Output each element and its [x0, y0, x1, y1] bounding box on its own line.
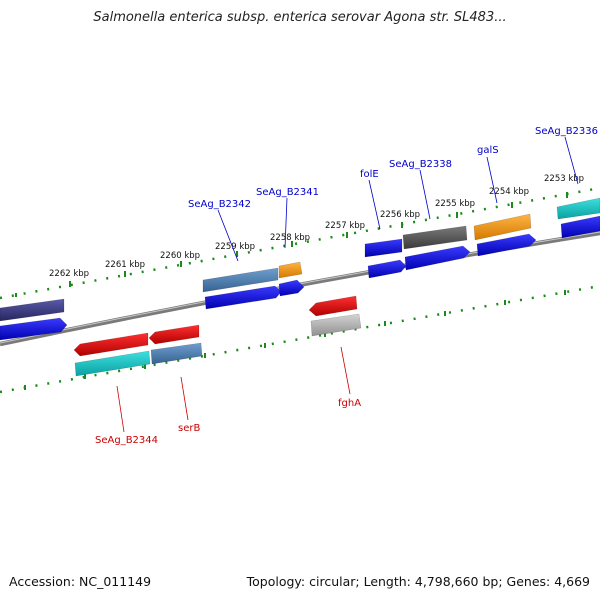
gene-orange-galS[interactable] — [473, 213, 532, 241]
cds-arrow-3[interactable] — [278, 279, 305, 297]
gene-darkgray-SeAg_B2338[interactable] — [402, 225, 468, 250]
topology-text: Topology: circular; Length: 4,798,660 bp… — [246, 574, 590, 589]
plus-strand-genes — [0, 197, 600, 322]
outer-major-ticks — [15, 192, 568, 297]
tick-label-2260: 2260 kbp — [160, 251, 200, 261]
tick-label-2258: 2258 kbp — [270, 233, 310, 243]
cds-arrow-SeAg_B2336[interactable] — [560, 215, 600, 239]
cds-arrow-1[interactable] — [0, 317, 68, 341]
label-leaders-minus — [116, 346, 351, 433]
label-leaders-plus — [217, 136, 579, 262]
tick-label-2262: 2262 kbp — [49, 269, 89, 279]
label-serB[interactable]: serB — [178, 423, 200, 434]
tick-label-2259: 2259 kbp — [215, 242, 255, 252]
cds-arrow-galS[interactable] — [476, 233, 537, 257]
cds-arrow-SeAg_B2338[interactable] — [404, 245, 471, 271]
label-folE[interactable]: folE — [360, 169, 379, 180]
tick-label-2256: 2256 kbp — [380, 210, 420, 220]
gene-steel-SeAg_B2342[interactable] — [202, 267, 279, 293]
gene-blue-folE-top[interactable] — [364, 238, 403, 258]
tick-label-2253: 2253 kbp — [544, 174, 584, 184]
gene-cyan-SeAg_B2336[interactable] — [556, 197, 600, 220]
label-SeAg_B2341[interactable]: SeAg_B2341 — [256, 187, 319, 198]
label-SeAg_B2338[interactable]: SeAg_B2338 — [389, 159, 452, 170]
genome-title: Salmonella enterica subsp. enterica sero… — [93, 10, 507, 25]
tick-label-2254: 2254 kbp — [489, 187, 529, 197]
inner-tick-ring — [0, 284, 600, 394]
gene-navy-bar[interactable] — [0, 298, 65, 322]
gene-cyan-SeAg_B2344[interactable] — [74, 350, 151, 377]
gene-orange-SeAg_B2341[interactable] — [278, 261, 303, 279]
minus-strand-genes — [73, 295, 362, 377]
gene-steel-serB[interactable] — [150, 342, 203, 365]
gene-red-serB[interactable] — [148, 324, 200, 345]
tick-label-2261: 2261 kbp — [105, 260, 145, 270]
label-SeAg_B2336[interactable]: SeAg_B2336 — [535, 126, 598, 137]
plus-strand-cds — [0, 215, 600, 341]
gene-gray-fghA[interactable] — [310, 313, 362, 337]
cds-arrow-folE[interactable] — [367, 259, 407, 279]
tick-label-2255: 2255 kbp — [435, 199, 475, 209]
label-galS[interactable]: galS — [477, 145, 499, 156]
label-SeAg_B2342[interactable]: SeAg_B2342 — [188, 199, 251, 210]
accession-text: Accession: NC_011149 — [9, 574, 152, 589]
cds-arrow-2[interactable] — [204, 285, 282, 310]
inner-major-ticks — [24, 290, 566, 390]
label-SeAg_B2344[interactable]: SeAg_B2344 — [95, 435, 158, 446]
tick-label-2257: 2257 kbp — [325, 221, 365, 231]
label-fghA[interactable]: fghA — [338, 398, 361, 409]
gene-red-fghA[interactable] — [308, 295, 358, 317]
gene-red-SeAg_B2344[interactable] — [73, 332, 149, 357]
